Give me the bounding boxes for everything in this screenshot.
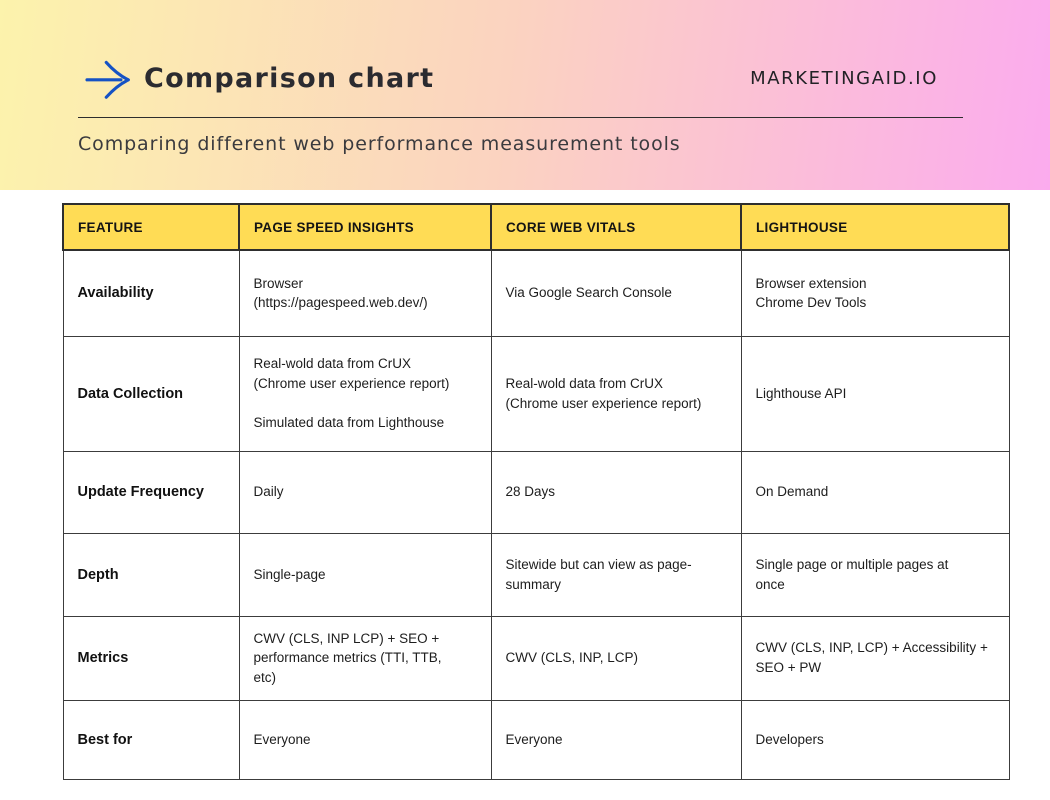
table-row-depth: Depth Single-page Sitewide but can view … [62, 532, 1010, 617]
table-cell: On Demand [740, 450, 1010, 534]
comparison-table-wrapper: FEATURE PAGE SPEED INSIGHTS CORE WEB VIT… [62, 203, 1050, 780]
header-divider [78, 117, 963, 118]
column-header-feature: FEATURE [62, 203, 240, 251]
header-band: Comparison chart MARKETINGAID.IO Compari… [0, 0, 1050, 190]
feature-label: Depth [62, 532, 240, 617]
table-cell: Real-wold data from CrUX (Chrome user ex… [490, 335, 742, 452]
table-cell: CWV (CLS, INP LCP) + SEO + performance m… [238, 615, 492, 701]
table-cell: Sitewide but can view as page- summary [490, 532, 742, 617]
column-header-lighthouse: LIGHTHOUSE [740, 203, 1010, 251]
feature-label: Best for [62, 699, 240, 780]
table-cell: Everyone [238, 699, 492, 780]
table-cell: CWV (CLS, INP, LCP) + Accessibility + SE… [740, 615, 1010, 701]
comparison-table: FEATURE PAGE SPEED INSIGHTS CORE WEB VIT… [62, 203, 1010, 780]
table-cell: Developers [740, 699, 1010, 780]
table-cell: Everyone [490, 699, 742, 780]
feature-label: Metrics [62, 615, 240, 701]
feature-label: Availability [62, 249, 240, 337]
page-subtitle: Comparing different web performance meas… [78, 133, 681, 155]
page-title: Comparison chart [144, 62, 435, 94]
table-cell: CWV (CLS, INP, LCP) [490, 615, 742, 701]
table-cell: Real-wold data from CrUX (Chrome user ex… [238, 335, 492, 452]
header-row: Comparison chart MARKETINGAID.IO [0, 0, 1050, 100]
table-row-update-frequency: Update Frequency Daily 28 Days On Demand [62, 450, 1010, 534]
table-cell: Daily [238, 450, 492, 534]
feature-label: Data Collection [62, 335, 240, 452]
table-header-row: FEATURE PAGE SPEED INSIGHTS CORE WEB VIT… [62, 203, 1010, 251]
table-cell: Single-page [238, 532, 492, 617]
table-row-metrics: Metrics CWV (CLS, INP LCP) + SEO + perfo… [62, 615, 1010, 701]
table-cell: 28 Days [490, 450, 742, 534]
table-cell: Lighthouse API [740, 335, 1010, 452]
column-header-core-web-vitals: CORE WEB VITALS [490, 203, 742, 251]
arrow-right-icon [85, 60, 130, 99]
table-cell: Single page or multiple pages at once [740, 532, 1010, 617]
table-row-data-collection: Data Collection Real-wold data from CrUX… [62, 335, 1010, 452]
brand-logo-text: MARKETINGAID.IO [750, 67, 938, 89]
table-row-best-for: Best for Everyone Everyone Developers [62, 699, 1010, 780]
column-header-page-speed-insights: PAGE SPEED INSIGHTS [238, 203, 492, 251]
table-cell: Browser extension Chrome Dev Tools [740, 249, 1010, 337]
table-row-availability: Availability Browser (https://pagespeed.… [62, 249, 1010, 337]
feature-label: Update Frequency [62, 450, 240, 534]
table-cell: Via Google Search Console [490, 249, 742, 337]
table-cell: Browser (https://pagespeed.web.dev/) [238, 249, 492, 337]
